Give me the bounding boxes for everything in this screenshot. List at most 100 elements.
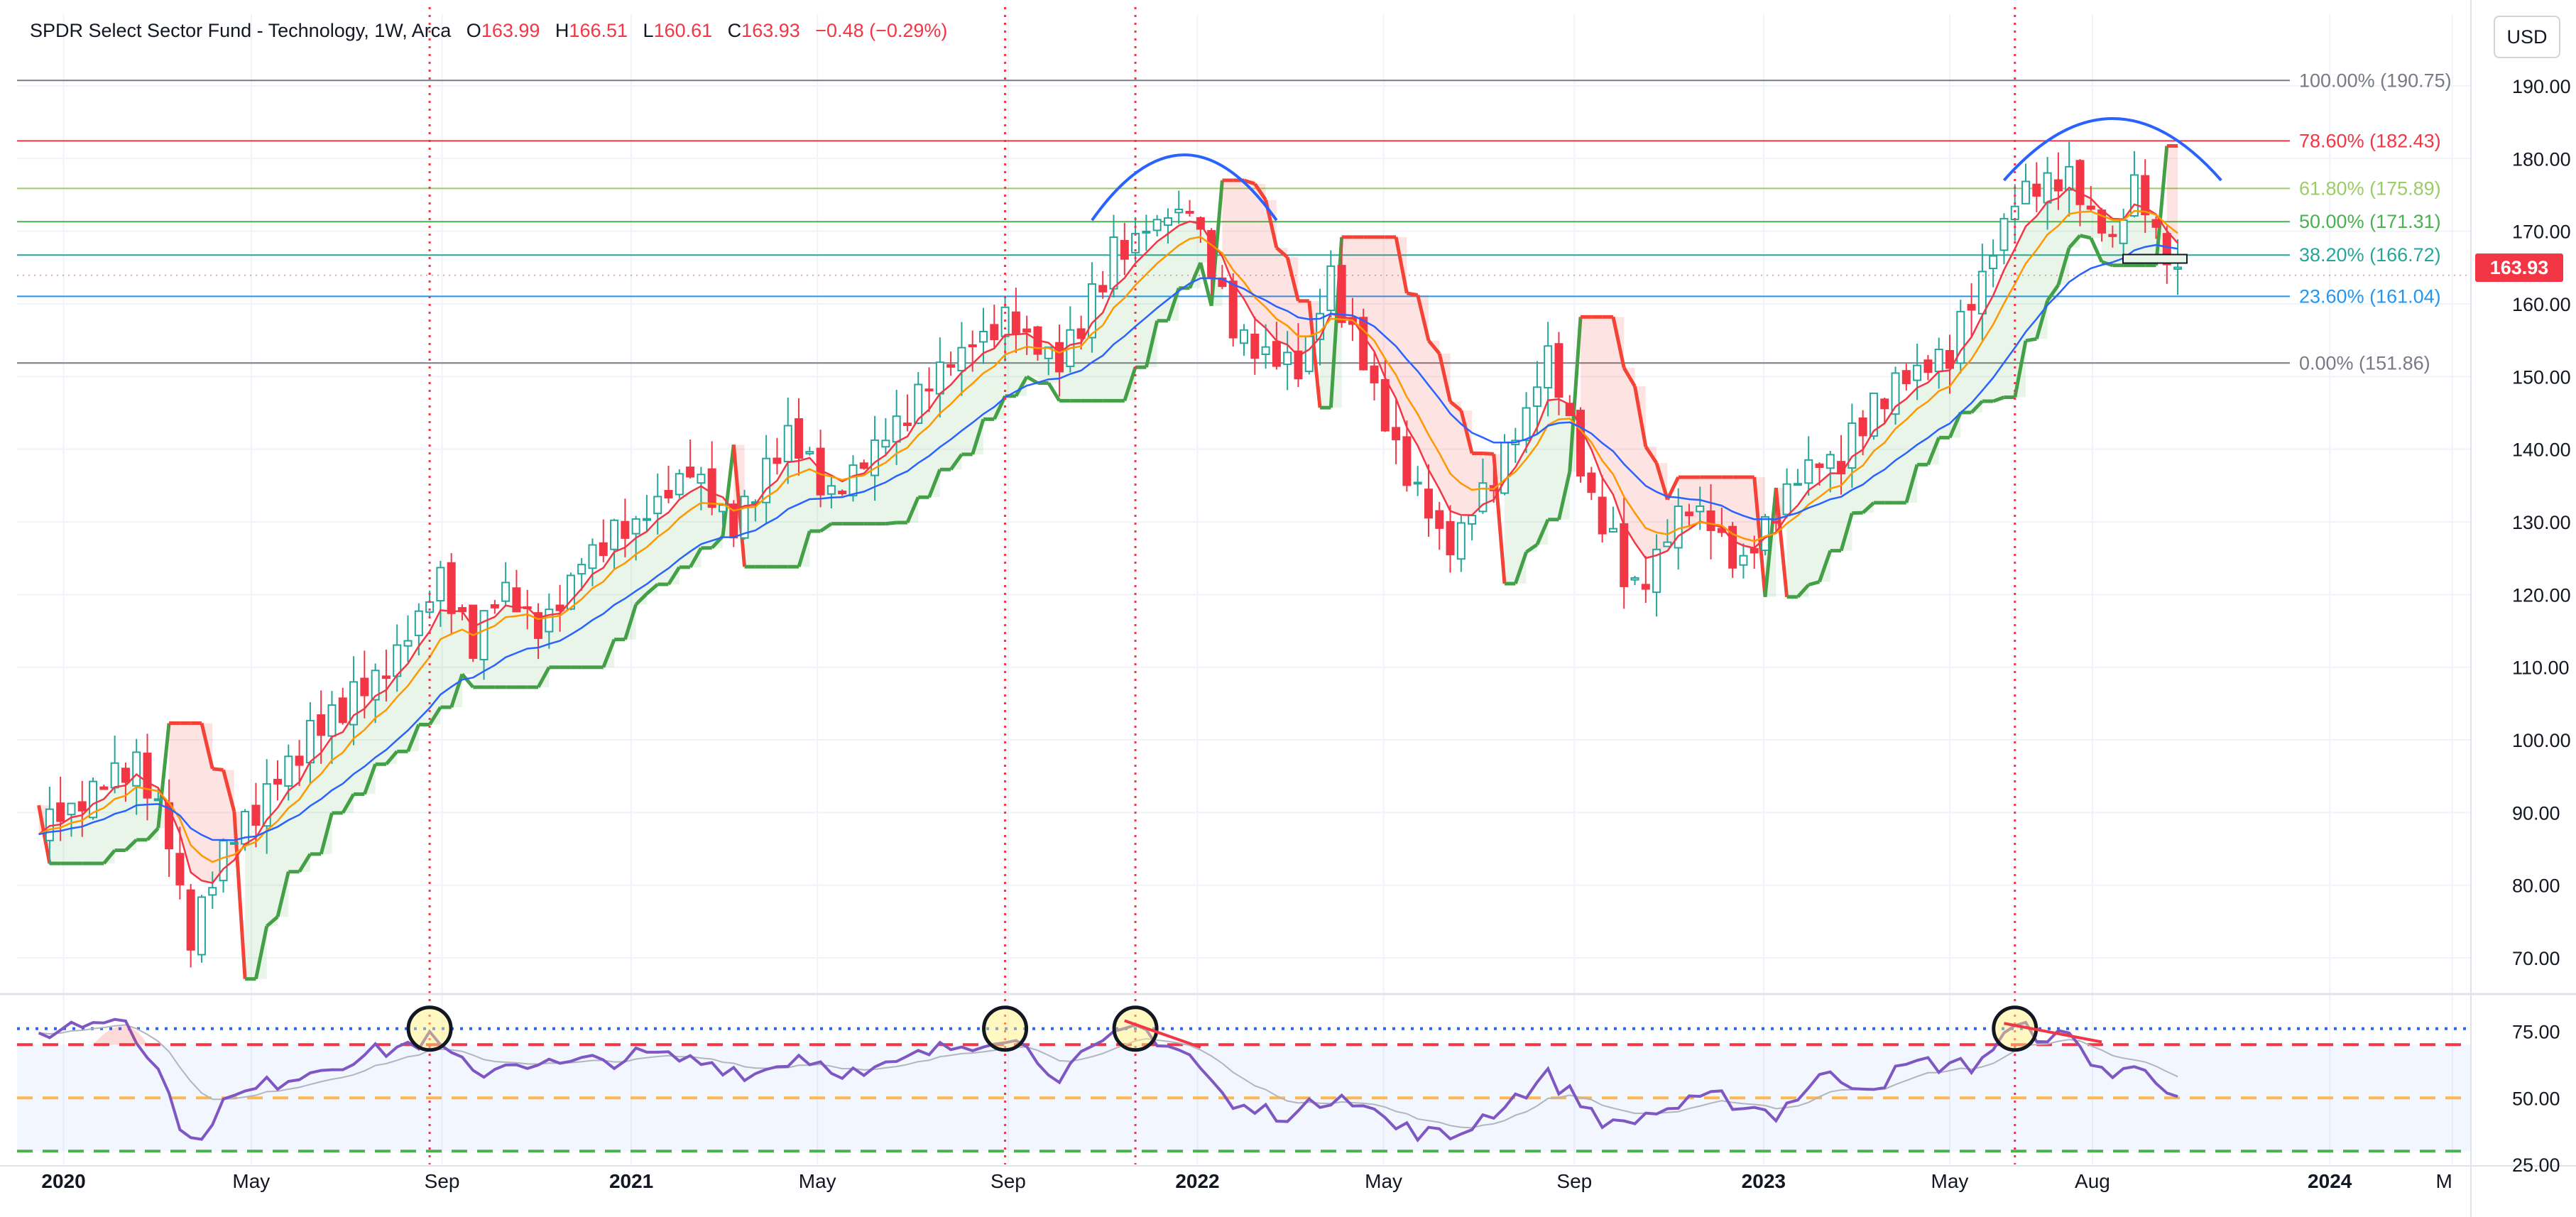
candle-body — [577, 564, 586, 575]
cloud-fill — [408, 646, 419, 752]
support-line — [2089, 237, 2104, 263]
candle-body — [2043, 172, 2052, 204]
support-line — [2068, 234, 2082, 249]
support-line — [1763, 487, 1778, 597]
candle-body — [1913, 364, 1922, 381]
candle-body — [1706, 510, 1715, 531]
support-line — [623, 604, 638, 640]
candle-body — [1608, 528, 1617, 533]
support-line — [1557, 471, 1572, 520]
candle-body — [1956, 310, 1965, 364]
cloud-fill — [418, 631, 430, 725]
support-line — [385, 750, 399, 765]
candle-body — [447, 562, 456, 614]
candle-body — [110, 762, 119, 789]
candle-body — [99, 786, 109, 790]
support-line — [124, 838, 138, 852]
candle-body — [360, 677, 369, 697]
candle-body — [1663, 541, 1672, 547]
candle-body — [599, 542, 608, 557]
candle-body — [718, 504, 727, 513]
candle-body — [186, 889, 195, 951]
resistance-line — [1492, 454, 1507, 584]
rsi-highlight-circle — [982, 1005, 1029, 1052]
cloud-bands — [37, 144, 2178, 981]
candle-body — [414, 610, 423, 636]
candle-body — [2010, 205, 2019, 221]
fib-level-label: 50.00% (171.31) — [2299, 211, 2441, 232]
cloud-fill — [516, 607, 528, 687]
candle-body — [1804, 459, 1813, 484]
candle-body — [2108, 234, 2117, 237]
rsi-highlight-circle — [406, 1005, 453, 1052]
resistance-line — [1483, 451, 1494, 456]
candle-body — [1272, 341, 1281, 367]
candle-body — [1565, 403, 1574, 417]
resistance-line — [1285, 256, 1300, 302]
support-line — [449, 673, 464, 708]
rsi-highlight-circle — [1112, 1005, 1159, 1052]
resistance-line — [1666, 476, 1680, 501]
support-line — [1047, 382, 1061, 402]
support-line — [634, 592, 648, 606]
time-tick-label: May — [799, 1170, 836, 1192]
candle-body — [1858, 417, 1867, 437]
support-line — [949, 453, 964, 471]
candle-body — [1424, 489, 1433, 519]
candle-body — [1370, 365, 1379, 383]
time-tick-label: 2021 — [609, 1170, 653, 1192]
candle-body — [2086, 205, 2095, 210]
chart-legend: SPDR Select Sector Fund - Technology, 1W… — [30, 20, 947, 42]
candle-body — [349, 681, 359, 726]
candle-body — [1923, 359, 1933, 373]
candle-body — [512, 587, 521, 613]
candle-body — [1793, 483, 1802, 486]
resistance-line — [1243, 178, 1256, 186]
symbol-title: SPDR Select Sector Fund - Technology, 1W… — [30, 20, 452, 41]
support-line — [319, 812, 334, 855]
time-tick-label: 2020 — [41, 1170, 85, 1192]
candle-body — [1739, 555, 1748, 566]
candle-body — [924, 388, 934, 392]
candle-body — [1413, 481, 1422, 485]
cloud-fill — [1417, 295, 1429, 470]
fib-level-label: 61.80% (175.89) — [2299, 178, 2441, 199]
cloud-fill — [1830, 473, 1842, 551]
support-line — [1992, 395, 2005, 403]
candle-body — [957, 346, 966, 371]
resistance-line — [1633, 386, 1648, 447]
candle-body — [621, 520, 630, 539]
support-line — [2056, 247, 2071, 286]
candle-body — [56, 802, 65, 822]
candle-body — [175, 853, 185, 885]
resistance-line — [1622, 366, 1637, 388]
support-line — [2046, 283, 2060, 302]
cloud-fill — [288, 782, 300, 872]
candle-body — [251, 804, 261, 826]
time-tick-label: Sep — [1556, 1170, 1592, 1192]
time-tick-label: 2023 — [1742, 1170, 1786, 1192]
resistance-line — [212, 767, 224, 772]
candle-body — [978, 330, 988, 343]
price-tick-label: 160.00 — [2512, 294, 2571, 315]
ema-mid-line — [38, 209, 2178, 863]
currency-button[interactable]: USD — [2494, 16, 2560, 58]
cloud-fill — [1971, 315, 1982, 413]
price-tick-label: 90.00 — [2512, 802, 2560, 824]
candle-body — [1620, 523, 1629, 587]
candle-body — [381, 675, 391, 680]
candle-body — [1989, 255, 1998, 270]
candle-body — [1934, 349, 1943, 373]
resistance-line — [1416, 294, 1431, 342]
cloud-fill — [1786, 505, 1798, 597]
resistance-line — [222, 769, 236, 812]
candle-body — [588, 544, 597, 569]
candle-body — [121, 768, 130, 783]
candle-body — [1750, 547, 1759, 554]
low-label: L — [643, 20, 654, 41]
candle-body — [1522, 407, 1531, 442]
fib-level-label: 0.00% (151.86) — [2299, 352, 2430, 373]
resistance-line — [1253, 182, 1267, 201]
